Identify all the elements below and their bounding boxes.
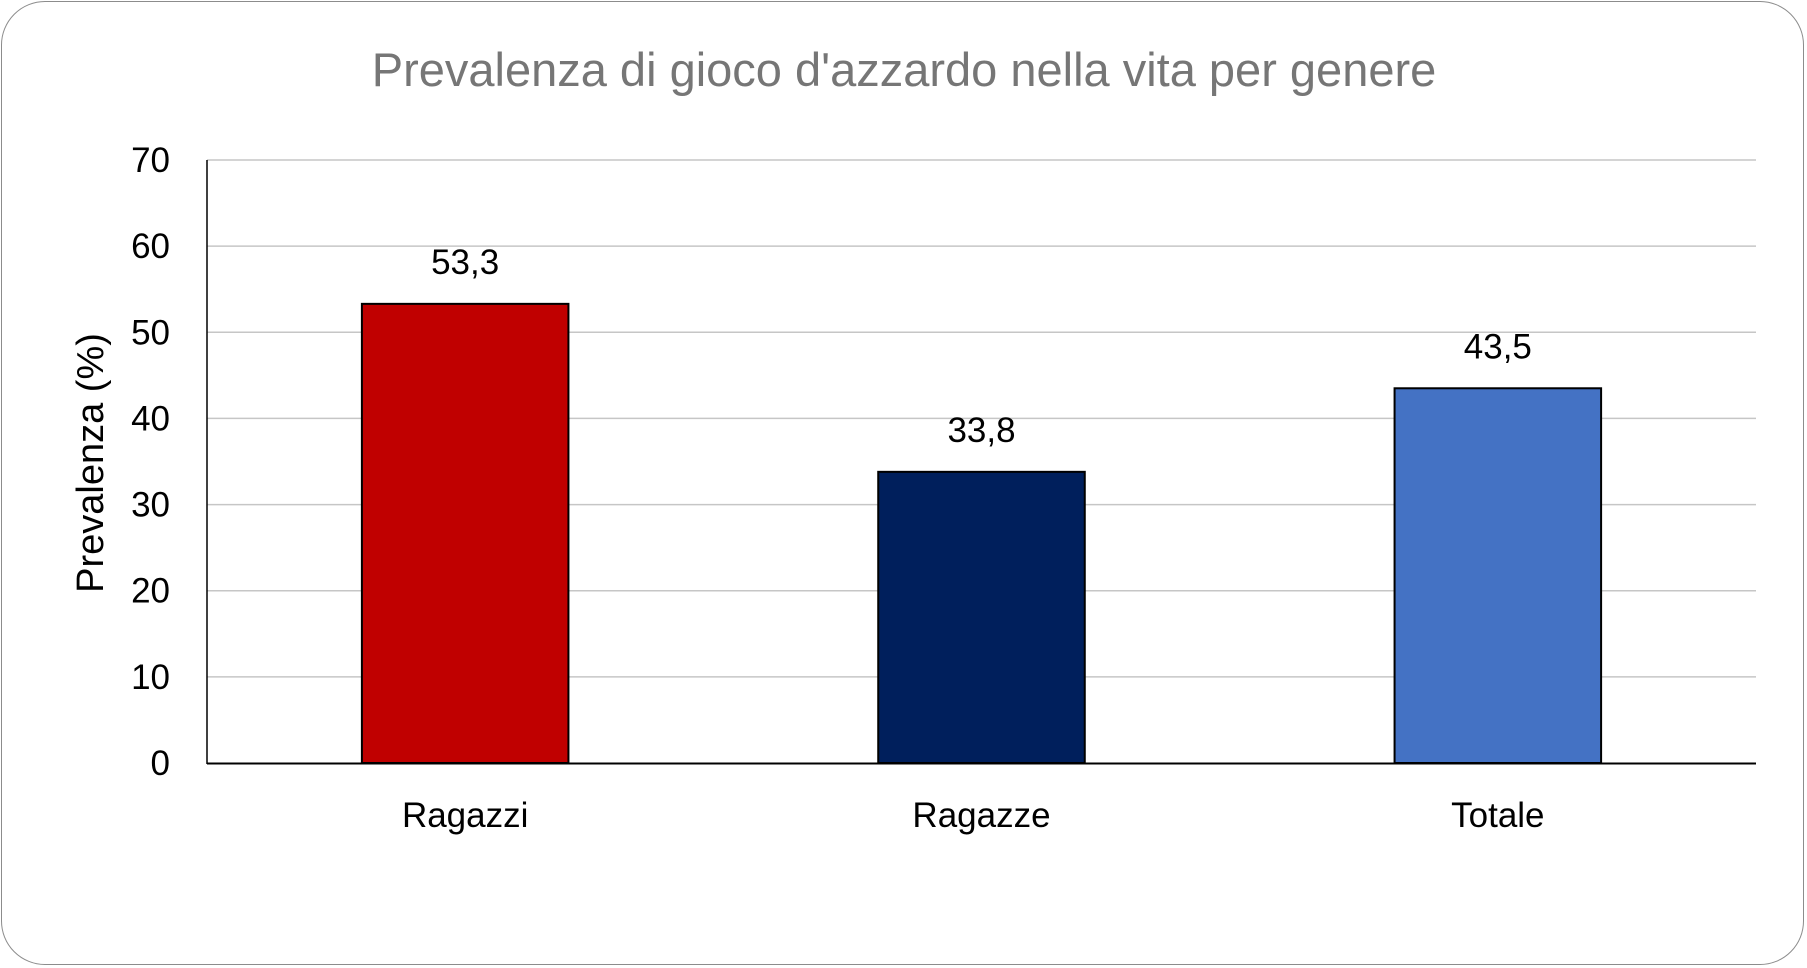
data-label-totale: 43,5 xyxy=(1464,327,1532,366)
y-tick-label: 10 xyxy=(131,658,170,697)
data-label-ragazzi: 53,3 xyxy=(431,243,499,282)
data-label-ragazze: 33,8 xyxy=(947,411,1015,450)
y-tick-label: 70 xyxy=(131,141,170,180)
x-category-label: Totale xyxy=(1451,796,1544,835)
y-tick-label: 20 xyxy=(131,572,170,611)
x-axis-categories: Ragazzi Ragazze Totale xyxy=(402,796,1545,835)
x-category-label: Ragazze xyxy=(912,796,1050,835)
chart-title: Prevalenza di gioco d'azzardo nella vita… xyxy=(372,43,1437,96)
x-category-label: Ragazzi xyxy=(402,796,528,835)
y-tick-label: 50 xyxy=(131,313,170,352)
bar-ragazzi xyxy=(360,302,570,764)
y-tick-label: 30 xyxy=(131,486,170,525)
y-axis-ticks: 0 10 20 30 40 50 60 70 xyxy=(131,141,170,783)
data-labels: 53,3 33,8 43,5 xyxy=(431,243,1532,450)
bar-totale xyxy=(1393,387,1603,764)
y-axis-label: Prevalenza (%) xyxy=(70,333,112,593)
bar-ragazze xyxy=(877,470,1086,764)
bars xyxy=(360,302,1603,764)
y-tick-label: 40 xyxy=(131,399,170,438)
y-tick-label: 0 xyxy=(151,744,170,783)
y-tick-label: 60 xyxy=(131,227,170,266)
